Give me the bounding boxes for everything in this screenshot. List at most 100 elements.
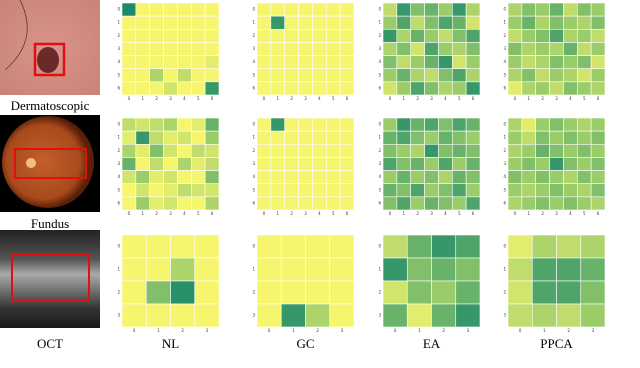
heatmap-cell [576,55,592,70]
heatmap-cell [590,42,606,56]
heatmap-cell [531,280,557,305]
heatmap-cell [163,15,178,30]
y-tick-label: 6 [503,85,506,90]
heatmap-cell [325,42,341,56]
heatmap-cell [563,81,578,96]
heatmaps: 0 0 1 1 2 2 3 3 4 4 5 5 6 6 0 0 1 1 2 2 3 3 4 4 5 5 6 6 0 0 1 1 2 2 3 3 4 4 5 5… [117,2,606,333]
heatmap: 0 0 1 1 2 2 3 3 4 4 5 5 6 6 [252,2,355,101]
heatmap-cell [284,2,299,17]
x-tick-label: 3 [555,96,558,101]
heatmap-cell [190,157,206,171]
heatmap-cell [284,42,299,56]
heatmap-cell [590,196,606,211]
heatmap-cell [556,280,582,305]
heatmap-cell [531,303,557,328]
heatmap-cell [590,183,606,198]
heatmap-cell [576,42,592,56]
heatmap-cell [270,81,286,96]
heatmap-cell [204,117,220,132]
heatmap-cell [190,15,206,30]
heatmap-cell [521,15,537,30]
x-tick-label: 1 [142,211,145,216]
y-tick-label: 6 [378,200,381,205]
heatmap-cell [396,42,412,56]
heatmap: 0 0 1 1 2 2 3 3 4 4 5 5 6 6 [378,117,481,216]
heatmap-cell [270,42,286,56]
heatmap-cell [465,42,481,56]
heatmap-cell [204,196,220,211]
y-tick-label: 2 [378,33,381,38]
heatmap-cell [438,42,453,56]
heatmap-cell [507,183,523,198]
heatmap-cell [163,196,178,211]
heatmap-cell [410,81,425,96]
heatmap-cell [465,130,481,145]
heatmap-cell [325,170,341,185]
heatmap-cell [121,257,147,282]
x-tick-label: 2 [155,211,158,216]
heatmap-cell [145,303,171,328]
heatmap-cell [424,55,439,70]
x-tick-label: 1 [418,328,421,333]
x-tick-label: 2 [155,96,158,101]
heatmap-cell [424,117,439,132]
heatmap-cell [298,55,313,70]
heatmap-cell [563,42,578,56]
x-tick-label: 0 [128,96,131,101]
heatmap-cell [431,303,457,328]
heatmap-cell [465,55,481,70]
heatmap-cell [535,81,550,96]
x-tick-label: 0 [519,328,522,333]
y-tick-label: 3 [117,313,120,318]
heatmap-cell [438,130,453,145]
heatmap-cell [121,68,137,83]
heatmap-cell [424,68,439,83]
heatmap-cell [163,68,178,83]
heatmap-cell [121,28,137,43]
heatmap-cell [438,2,453,17]
heatmap: 0 0 1 1 2 2 3 3 4 4 5 5 6 6 [503,2,606,101]
y-tick-label: 2 [117,33,120,38]
heatmap-cell [298,196,313,211]
heatmap-cell [451,81,467,96]
heatmap-cell [339,196,355,211]
heatmap-cell [521,81,537,96]
heatmap-cell [312,28,327,43]
heatmap-cell [270,130,286,145]
heatmap-cell [410,2,425,17]
x-tick-label: 4 [569,211,572,216]
y-tick-label: 1 [378,20,381,25]
heatmap-cell [451,130,467,145]
heatmap-cell [535,183,550,198]
heatmap-cell [121,280,147,305]
heatmap-cell [451,143,467,158]
heatmap-cell [298,2,313,17]
heatmap-cell [177,183,192,198]
heatmap-cell [298,28,313,43]
x-tick-label: 0 [394,328,397,333]
heatmap-cell [521,117,537,132]
heatmap-cell [194,234,220,259]
heatmap-cell [451,157,467,171]
heatmap-cell [284,196,299,211]
y-tick-label: 1 [378,135,381,140]
heatmap-cell [339,157,355,171]
heatmap: 0 0 1 1 2 2 3 3 4 4 5 5 6 6 [378,2,481,101]
heatmap-cell [549,130,564,145]
heatmap-cell [507,15,523,30]
heatmap-cell [521,130,537,145]
y-tick-label: 3 [252,46,255,51]
y-tick-label: 5 [117,72,120,77]
heatmap-cell [298,42,313,56]
heatmap-cell [382,183,398,198]
heatmap-cell [305,257,331,282]
heatmap-cell [580,234,606,259]
heatmap-cell [465,157,481,171]
heatmap-cell [535,196,550,211]
heatmap-cell [535,117,550,132]
heatmap-cell [465,81,481,96]
heatmap-cell [177,42,192,56]
heatmap-cell [270,157,286,171]
x-tick-label: 5 [332,211,335,216]
heatmap-cell [396,55,412,70]
